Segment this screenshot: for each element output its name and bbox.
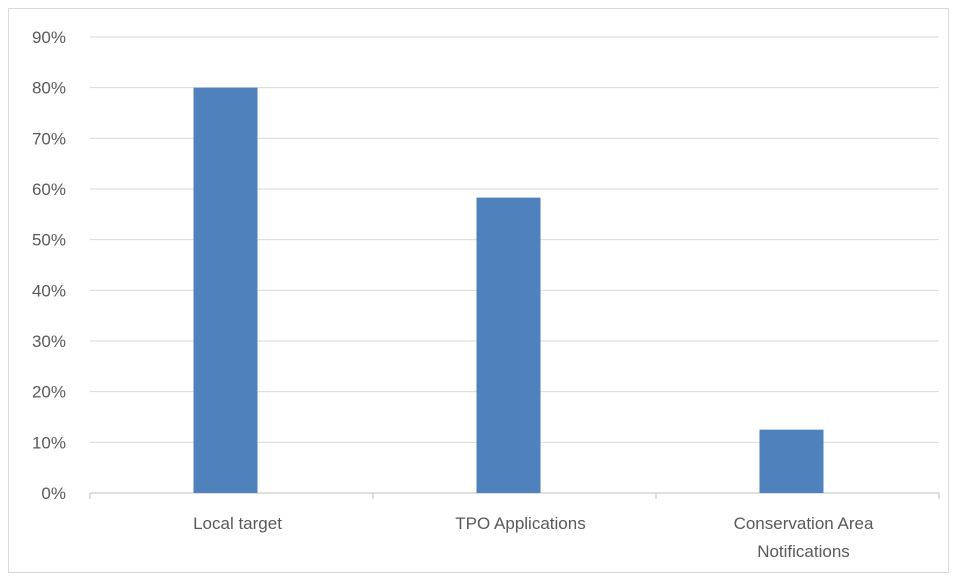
x-category-label: TPO Applications [455,514,585,533]
y-tick-label: 90% [32,28,66,47]
y-tick-label: 70% [32,129,66,148]
y-tick-label: 0% [41,484,66,503]
x-category-label: Local target [193,514,282,533]
x-category-label: Conservation Area [734,514,874,533]
bar [759,429,824,493]
y-tick-label: 80% [32,79,66,98]
bar [476,197,541,493]
y-tick-label: 50% [32,231,66,250]
y-tick-label: 10% [32,433,66,452]
y-tick-label: 20% [32,383,66,402]
y-tick-label: 60% [32,180,66,199]
y-tick-label: 30% [32,332,66,351]
x-category-label: Notifications [757,542,850,561]
y-tick-label: 40% [32,281,66,300]
bar [193,87,258,494]
